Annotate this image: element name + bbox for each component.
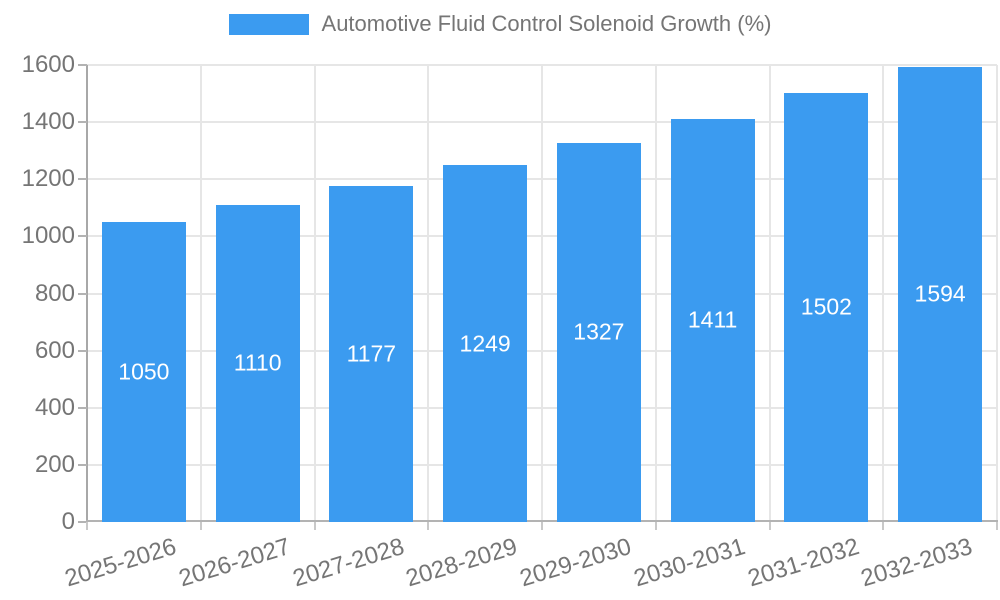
y-axis-tick — [78, 406, 87, 409]
legend-label: Automotive Fluid Control Solenoid Growth… — [321, 11, 772, 36]
x-axis-tick-label: 2029-2030 — [516, 533, 635, 593]
y-axis-tick — [78, 121, 87, 124]
y-axis-tick — [78, 235, 87, 238]
y-axis-tick — [78, 521, 87, 523]
gridline-vertical — [768, 65, 771, 522]
x-axis-tick-label: 2030-2031 — [630, 533, 749, 593]
legend-swatch-icon — [228, 13, 309, 35]
gridline-vertical — [996, 65, 998, 522]
bar-value-label: 1177 — [346, 340, 397, 367]
x-axis-tick-label: 2027-2028 — [289, 533, 407, 593]
bar-2031-2032[interactable]: 1502 — [784, 92, 869, 522]
y-axis-tick-label: 1000 — [21, 222, 75, 250]
bar-value-label: 1249 — [459, 330, 511, 357]
gridline-vertical — [882, 65, 885, 522]
y-axis-tick-label: 800 — [34, 279, 75, 307]
x-axis-tick-label: 2028-2029 — [403, 533, 521, 593]
gridline-vertical — [313, 65, 316, 522]
x-axis-tick — [541, 522, 543, 530]
gridline-vertical — [199, 65, 202, 522]
x-axis-tick — [86, 522, 88, 530]
bar-2026-2027[interactable]: 1110 — [215, 204, 300, 522]
bar-value-label: 1327 — [573, 318, 625, 345]
y-axis-tick-label: 200 — [34, 450, 75, 478]
y-axis-tick-label: 1200 — [21, 165, 75, 193]
bar-value-label: 1411 — [687, 306, 738, 333]
y-axis-tick — [78, 349, 87, 352]
x-axis-tick — [427, 522, 430, 530]
y-axis-tick — [78, 463, 87, 466]
x-axis-tick-label: 2032-2033 — [858, 533, 976, 593]
x-axis-tick-label: 2025-2026 — [61, 533, 180, 593]
bar-value-label: 1502 — [800, 293, 852, 320]
gridline-vertical — [654, 65, 657, 522]
bar-2032-2033[interactable]: 1594 — [898, 66, 983, 522]
bar-2030-2031[interactable]: 1411 — [670, 118, 755, 522]
x-axis-tick — [199, 522, 202, 530]
y-axis-tick — [78, 178, 87, 181]
x-axis-tick — [654, 522, 657, 530]
bar-value-label: 1594 — [914, 280, 966, 307]
y-axis-tick-label: 400 — [34, 393, 75, 421]
x-axis-tick — [313, 522, 316, 530]
x-axis-tick — [882, 522, 885, 530]
bar-2027-2028[interactable]: 1177 — [329, 185, 414, 522]
x-axis-tick — [768, 522, 771, 530]
y-axis-tick-label: 0 — [61, 508, 75, 535]
x-axis-tick — [996, 522, 998, 530]
y-axis-tick-label: 1600 — [21, 51, 75, 78]
y-axis-tick-label: 1400 — [21, 108, 75, 136]
y-axis-tick — [78, 292, 87, 295]
gridline-vertical — [427, 65, 430, 522]
x-axis-tick-label: 2031-2032 — [744, 533, 862, 593]
y-axis-line — [86, 65, 88, 522]
y-axis-tick-label: 600 — [34, 336, 75, 364]
y-axis-tick — [78, 64, 87, 66]
bar-value-label: 1050 — [118, 358, 170, 385]
legend[interactable]: Automotive Fluid Control Solenoid Growth… — [0, 0, 1000, 48]
plot-area: 0 200 400 600 800 1000 1200 1400 1600 1050 2025-20… — [22, 51, 998, 592]
x-axis-tick-label: 2026-2027 — [175, 533, 294, 593]
bar-2028-2029[interactable]: 1249 — [443, 165, 528, 522]
gridline-vertical — [541, 65, 543, 522]
x-axis-line — [86, 520, 998, 522]
bar-2025-2026[interactable]: 1050 — [101, 222, 186, 522]
bar-2029-2030[interactable]: 1327 — [556, 142, 641, 522]
bar-value-label: 1110 — [233, 349, 282, 376]
